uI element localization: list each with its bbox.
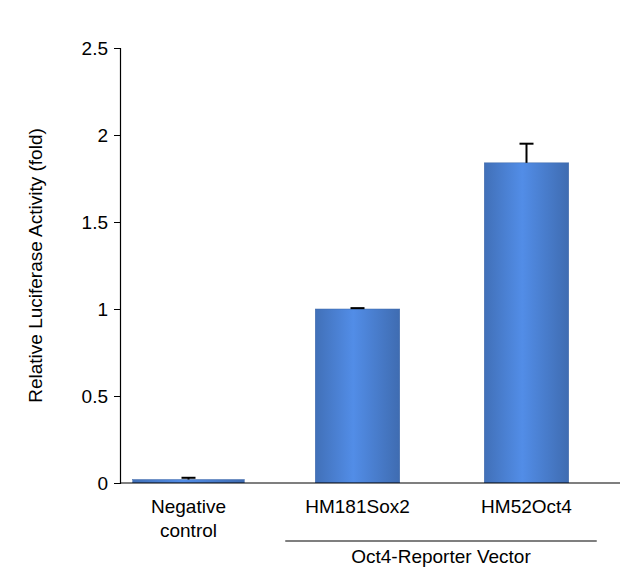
error-bar: [520, 144, 534, 163]
y-tick: 1.5: [82, 212, 120, 233]
error-bar-cap: [520, 143, 534, 145]
y-tick: 1: [97, 299, 120, 320]
group-bracket: [285, 540, 597, 541]
y-tick-mark: [114, 396, 120, 397]
y-axis-line: [114, 49, 121, 484]
y-tick-label: 1.5: [82, 212, 108, 233]
x-tick-label: HM181Sox2: [305, 496, 410, 517]
y-tick: 0.5: [82, 386, 120, 407]
y-tick-mark: [114, 309, 120, 310]
y-tick: 2.5: [82, 38, 120, 59]
y-tick-label: 0.5: [82, 386, 108, 407]
group-label: Oct4-Reporter Vector: [351, 546, 531, 567]
error-bar-cap: [182, 477, 196, 479]
y-tick-mark: [114, 135, 120, 136]
y-tick-mark: [114, 483, 120, 484]
chart: 0 0.5 1 1.5 2 2.5 Negativecontrol HM181Sox2 HM52…: [0, 0, 643, 572]
y-tick: 0: [97, 473, 120, 494]
x-tick-label: HM52Oct4: [481, 496, 572, 517]
y-tick-mark: [114, 48, 120, 49]
bar: [315, 309, 400, 483]
y-axis-title: Relative Luciferase Activity (fold): [25, 128, 46, 403]
y-tick-mark: [114, 222, 120, 223]
plot-area: [133, 144, 569, 483]
y-axis: 0 0.5 1 1.5 2 2.5: [82, 38, 121, 494]
error-bar: [351, 308, 365, 310]
y-tick-label: 0: [97, 473, 108, 494]
y-tick-label: 2: [97, 125, 108, 146]
y-tick: 2: [97, 125, 120, 146]
x-axis-line: [120, 482, 620, 483]
x-tick-label: Negativecontrol: [151, 496, 226, 541]
x-axis: [120, 483, 620, 484]
bar: [484, 163, 569, 483]
error-bar: [182, 478, 196, 480]
error-bar-cap: [351, 307, 365, 309]
error-bar-stem: [526, 144, 528, 163]
y-tick-label: 2.5: [82, 38, 108, 59]
y-tick-label: 1: [97, 299, 108, 320]
